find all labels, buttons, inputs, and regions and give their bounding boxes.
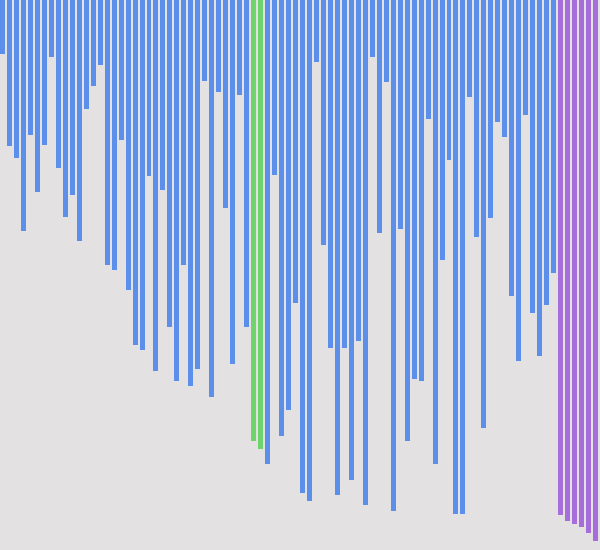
array-bar-default — [146, 0, 152, 176]
array-bar-default — [188, 0, 194, 386]
array-bar-default — [286, 0, 291, 410]
array-bar-default — [195, 0, 201, 369]
array-bar-default — [460, 0, 466, 514]
array-bar-compare — [258, 0, 264, 449]
array-bar-default — [411, 0, 417, 379]
array-bar-default — [313, 0, 319, 62]
array-bar-default — [202, 0, 208, 81]
array-bar-default — [495, 0, 501, 122]
array-bar-default — [530, 0, 536, 313]
array-bar-default — [453, 0, 459, 514]
array-bar-default — [551, 0, 557, 273]
array-bar-default — [327, 0, 333, 348]
array-bar-default — [509, 0, 515, 296]
array-bar-default — [230, 0, 236, 364]
array-bar-default — [390, 0, 396, 511]
array-bar-default — [69, 0, 75, 195]
array-bar-default — [111, 0, 117, 270]
array-bar-sorted — [558, 0, 564, 515]
array-bar-default — [481, 0, 487, 428]
array-bar-default — [237, 0, 243, 95]
array-bar-default — [279, 0, 285, 436]
array-bar-sorted — [565, 0, 571, 521]
array-bar-default — [467, 0, 473, 97]
array-bar-compare — [251, 0, 257, 441]
array-bar-default — [174, 0, 180, 381]
array-bar-default — [488, 0, 494, 218]
array-bar-default — [55, 0, 61, 168]
array-bar-default — [90, 0, 96, 86]
array-bar-default — [83, 0, 89, 109]
array-bar-default — [97, 0, 103, 65]
array-bar-default — [13, 0, 19, 158]
array-bar-default — [48, 0, 54, 57]
array-bar-default — [369, 0, 375, 57]
array-bar-default — [272, 0, 278, 175]
array-bar-default — [293, 0, 298, 303]
array-bar-default — [446, 0, 452, 160]
array-bar-default — [418, 0, 424, 381]
array-bar-default — [397, 0, 403, 229]
array-bar-default — [216, 0, 222, 92]
array-bar-default — [0, 0, 5, 54]
array-bar-default — [153, 0, 159, 371]
array-bar-sorted — [593, 0, 598, 541]
array-bar-default — [41, 0, 47, 145]
array-bar-default — [34, 0, 40, 192]
array-bar-default — [474, 0, 480, 237]
array-bar-default — [125, 0, 131, 290]
array-bar-default — [223, 0, 229, 208]
array-bar-default — [341, 0, 347, 348]
array-bar-default — [502, 0, 508, 137]
array-bar-default — [537, 0, 543, 356]
array-bar-default — [265, 0, 271, 464]
array-bar-sorted — [579, 0, 585, 527]
array-bar-default — [348, 0, 354, 480]
array-bar-default — [300, 0, 305, 493]
array-bar-default — [139, 0, 145, 350]
array-bar-default — [181, 0, 187, 265]
array-bar-default — [334, 0, 340, 495]
array-bar-sorted — [586, 0, 591, 533]
array-bar-default — [62, 0, 68, 217]
array-bar-default — [432, 0, 438, 464]
array-bar-default — [439, 0, 445, 260]
array-bar-default — [320, 0, 326, 245]
array-bar-default — [362, 0, 368, 505]
array-bar-sorted — [572, 0, 578, 524]
array-bar-default — [523, 0, 529, 115]
array-bar-default — [544, 0, 550, 305]
array-bar-default — [104, 0, 110, 265]
array-bar-default — [244, 0, 250, 327]
array-bar-default — [27, 0, 33, 135]
array-bar-default — [132, 0, 138, 345]
array-bar-default — [516, 0, 522, 361]
array-bar-default — [167, 0, 173, 327]
array-bar-default — [209, 0, 215, 397]
array-bar-default — [306, 0, 312, 501]
array-bar-default — [404, 0, 410, 441]
array-bar-default — [425, 0, 431, 119]
array-bar-default — [160, 0, 166, 190]
array-bar-default — [383, 0, 389, 82]
array-bar-default — [355, 0, 361, 341]
array-bar-default — [118, 0, 124, 140]
array-bar-default — [6, 0, 12, 146]
array-bar-default — [376, 0, 382, 233]
array-bar-default — [76, 0, 82, 241]
array-bar-default — [20, 0, 26, 231]
